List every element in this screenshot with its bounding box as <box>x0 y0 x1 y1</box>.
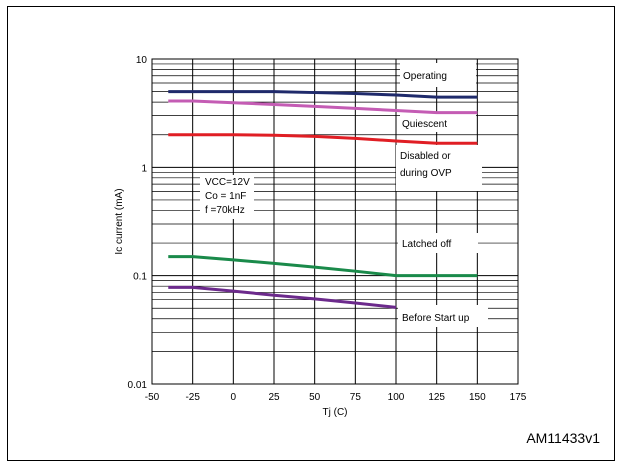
series-label: Latched off <box>402 239 452 250</box>
x-tick-label: 125 <box>428 392 445 403</box>
series-line-0 <box>168 90 478 99</box>
y-tick-label: 0.1 <box>133 272 147 283</box>
x-tick-label: 50 <box>309 392 321 403</box>
conditions-box <box>200 175 254 219</box>
series-label: Quiescent <box>402 119 447 130</box>
series-label: Disabled or <box>400 151 451 162</box>
y-tick-label: 1 <box>141 163 147 174</box>
label-box-latched <box>398 233 478 253</box>
label-box-quiescent <box>400 112 476 132</box>
series-label: Before Start up <box>402 313 470 324</box>
x-axis-label: Tj (C) <box>323 407 348 418</box>
y-tick-label: 10 <box>136 55 148 66</box>
x-tick-label: 150 <box>469 392 486 403</box>
label-box-before-start <box>398 305 488 327</box>
label-box-operating <box>400 63 476 87</box>
x-tick-label: 75 <box>350 392 362 403</box>
x-tick-label: 175 <box>510 392 527 403</box>
x-tick-label: 0 <box>231 392 237 403</box>
series-label: during OVP <box>400 168 452 179</box>
series-line-4 <box>168 285 397 309</box>
figure-id: AM11433v1 <box>526 430 600 446</box>
figure-frame: Operating Quiescent Disabled or during OVP L… <box>7 6 615 461</box>
series-line-3 <box>168 255 478 278</box>
y-axis-label: Ic current (mA) <box>114 188 125 254</box>
condition-text: f =70kHz <box>205 205 245 216</box>
series-line-2 <box>168 133 478 145</box>
condition-text: VCC=12V <box>205 177 250 188</box>
line-chart: Operating Quiescent Disabled or during OVP L… <box>114 55 527 418</box>
x-tick-label: 100 <box>388 392 405 403</box>
series-label: Operating <box>403 71 447 82</box>
condition-text: Co = 1nF <box>205 191 246 202</box>
x-tick-label: -25 <box>185 392 200 403</box>
y-tick-label: 0.01 <box>128 380 148 391</box>
label-box-disabled <box>396 145 482 191</box>
x-tick-label: 25 <box>268 392 280 403</box>
series-line-1 <box>168 99 478 115</box>
x-tick-label: -50 <box>145 392 160 403</box>
